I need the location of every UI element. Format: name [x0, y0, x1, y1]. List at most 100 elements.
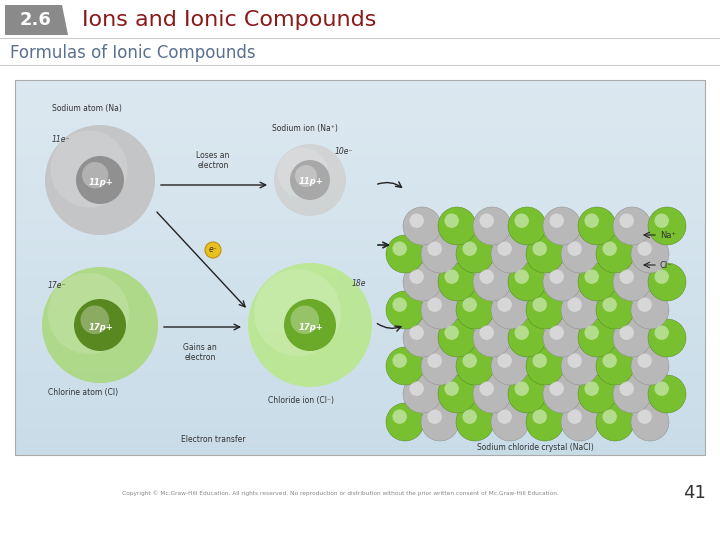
Circle shape	[631, 291, 669, 329]
Circle shape	[567, 354, 582, 368]
Circle shape	[585, 269, 599, 284]
Circle shape	[498, 298, 512, 312]
Circle shape	[654, 326, 669, 340]
Circle shape	[410, 326, 424, 340]
Circle shape	[585, 326, 599, 340]
Bar	[15, 108, 705, 118]
Circle shape	[81, 306, 109, 334]
Bar	[15, 99, 705, 108]
Text: Sodium ion (Na⁺): Sodium ion (Na⁺)	[272, 124, 338, 132]
Bar	[15, 267, 705, 277]
Circle shape	[637, 354, 652, 368]
Circle shape	[648, 207, 686, 245]
Circle shape	[48, 273, 129, 354]
Circle shape	[508, 207, 546, 245]
Circle shape	[254, 269, 341, 356]
Circle shape	[444, 326, 459, 340]
Text: 11e⁻: 11e⁻	[52, 136, 71, 145]
Circle shape	[585, 381, 599, 396]
Bar	[15, 314, 705, 324]
Text: 41: 41	[683, 484, 706, 502]
Circle shape	[462, 298, 477, 312]
Circle shape	[515, 381, 529, 396]
Circle shape	[456, 403, 494, 441]
Bar	[15, 211, 705, 221]
Circle shape	[631, 347, 669, 385]
Circle shape	[631, 403, 669, 441]
Circle shape	[42, 267, 158, 383]
Circle shape	[515, 326, 529, 340]
Circle shape	[278, 147, 328, 198]
Circle shape	[498, 241, 512, 256]
Circle shape	[561, 403, 599, 441]
Circle shape	[561, 347, 599, 385]
Circle shape	[515, 213, 529, 228]
Circle shape	[603, 354, 617, 368]
Bar	[15, 192, 705, 202]
Circle shape	[438, 319, 476, 357]
Text: 11p+: 11p+	[299, 178, 323, 186]
Circle shape	[428, 298, 442, 312]
Circle shape	[403, 263, 441, 301]
Circle shape	[533, 354, 547, 368]
Bar	[15, 146, 705, 155]
Circle shape	[295, 165, 317, 187]
Bar	[15, 324, 705, 333]
Circle shape	[410, 269, 424, 284]
Bar	[15, 389, 705, 399]
Circle shape	[438, 263, 476, 301]
Circle shape	[421, 235, 459, 273]
Circle shape	[508, 319, 546, 357]
Circle shape	[480, 269, 494, 284]
Circle shape	[526, 291, 564, 329]
Text: Sodium chloride crystal (NaCl): Sodium chloride crystal (NaCl)	[477, 443, 593, 453]
Circle shape	[392, 409, 407, 424]
Circle shape	[578, 207, 616, 245]
Bar	[15, 333, 705, 342]
Circle shape	[654, 213, 669, 228]
Text: 17p+: 17p+	[299, 323, 324, 332]
Circle shape	[480, 381, 494, 396]
Text: 18e: 18e	[352, 279, 366, 287]
Bar	[15, 258, 705, 267]
Bar	[15, 183, 705, 192]
Circle shape	[508, 375, 546, 413]
Circle shape	[648, 375, 686, 413]
Bar	[15, 361, 705, 370]
Circle shape	[456, 291, 494, 329]
Circle shape	[533, 241, 547, 256]
Circle shape	[421, 347, 459, 385]
Text: 11p+: 11p+	[89, 178, 114, 187]
Bar	[15, 446, 705, 455]
Circle shape	[561, 235, 599, 273]
Bar	[15, 277, 705, 286]
Circle shape	[619, 269, 634, 284]
Circle shape	[549, 326, 564, 340]
Circle shape	[549, 269, 564, 284]
Circle shape	[456, 235, 494, 273]
Bar	[15, 174, 705, 183]
Circle shape	[421, 291, 459, 329]
Text: Chlorine atom (Cl): Chlorine atom (Cl)	[48, 388, 118, 397]
Text: Ions and Ionic Compounds: Ions and Ionic Compounds	[82, 10, 377, 30]
Circle shape	[543, 263, 581, 301]
Text: Copyright © Mc.Graw-Hill Education. All rights reserved. No reproduction or dist: Copyright © Mc.Graw-Hill Education. All …	[122, 490, 559, 496]
Bar	[15, 164, 705, 174]
Circle shape	[637, 241, 652, 256]
Circle shape	[438, 207, 476, 245]
Text: 2.6: 2.6	[20, 11, 52, 29]
Bar	[15, 202, 705, 211]
Circle shape	[410, 381, 424, 396]
Circle shape	[654, 381, 669, 396]
Circle shape	[596, 403, 634, 441]
Circle shape	[508, 263, 546, 301]
Circle shape	[543, 375, 581, 413]
Circle shape	[578, 263, 616, 301]
Bar	[15, 427, 705, 436]
Circle shape	[578, 375, 616, 413]
Circle shape	[648, 263, 686, 301]
Circle shape	[438, 375, 476, 413]
Circle shape	[248, 263, 372, 387]
Circle shape	[386, 347, 424, 385]
Bar	[15, 80, 705, 90]
